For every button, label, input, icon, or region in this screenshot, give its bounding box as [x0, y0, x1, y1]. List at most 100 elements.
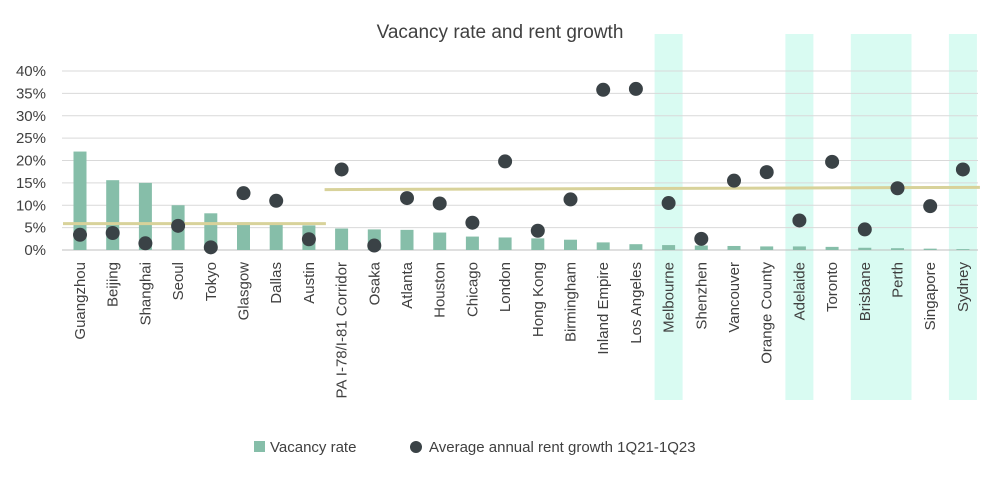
category-label-orange-county: Orange County [759, 262, 776, 364]
category-label-toronto: Toronto [824, 262, 841, 312]
vacancy-bars [73, 151, 970, 250]
rent-growth-dot-tokyo [203, 240, 218, 255]
vacancy-bar-adelaide [792, 246, 806, 250]
rent-growth-dot-shenzhen [694, 231, 709, 246]
category-label-tokyo: Tokyo [203, 262, 220, 301]
category-label-birmingham: Birmingham [563, 262, 580, 342]
vacancy-bar-dallas [269, 223, 283, 250]
vacancy-bar-chicago [465, 236, 479, 250]
rent-growth-dot-austin [301, 232, 316, 247]
legend-rent-growth-label: Average annual rent growth 1Q21-1Q23 [429, 439, 696, 456]
category-label-perth: Perth [890, 262, 907, 298]
y-tick-label-10: 10% [16, 197, 46, 214]
rent-growth-dot-guangzhou [73, 227, 87, 242]
vacancy-bar-houston [433, 232, 447, 250]
y-tick-label-5: 5% [24, 220, 46, 237]
category-label-vancouver: Vancouver [726, 262, 743, 333]
rent-growth-dot-adelaide [792, 213, 807, 228]
rent-growth-dot-chicago [465, 215, 480, 230]
vacancy-bar-los-angeles [629, 244, 643, 250]
rent-growth-dot-dallas [269, 193, 284, 208]
vacancy-bar-hong-kong [531, 238, 545, 250]
y-tick-label-25: 25% [16, 130, 46, 147]
rent-growth-dot-orange-county [759, 165, 774, 180]
vacancy-bar-perth [891, 248, 904, 250]
legend-dot-swatch [410, 441, 422, 453]
rent-growth-dot-hong-kong [530, 223, 545, 238]
category-label-london: London [497, 262, 514, 312]
category-label-melbourne: Melbourne [661, 262, 678, 333]
y-tick-label-40: 40% [16, 63, 46, 80]
rent-growth-dot-london [498, 154, 513, 169]
category-label-hong-kong: Hong Kong [530, 262, 547, 337]
vacancy-bar-atlanta [400, 229, 414, 250]
rent-growth-dot-osaka [367, 238, 382, 253]
reference-lines [63, 185, 980, 226]
rent-growth-dot-shanghai [138, 236, 153, 251]
legend: Vacancy rate Average annual rent growth … [254, 439, 696, 456]
chart-title: Vacancy rate and rent growth [377, 22, 624, 43]
vacancy-bar-toronto [825, 246, 839, 250]
category-label-seoul: Seoul [170, 262, 187, 300]
vacancy-bar-brisbane [858, 247, 872, 250]
rent-growth-dot-brisbane [857, 222, 872, 237]
rent-growth-dot-inland-empire [596, 82, 611, 97]
legend-vacancy-label: Vacancy rate [270, 439, 356, 456]
reference-line-2 [324, 185, 980, 192]
rent-growth-dot-birmingham [563, 192, 578, 207]
category-label-shanghai: Shanghai [137, 262, 154, 325]
vacancy-bar-shanghai [138, 182, 152, 250]
y-tick-label-15: 15% [16, 175, 46, 192]
vacancy-bar-pa-i-78-i-81-corridor [335, 228, 349, 250]
category-label-adelaide: Adelaide [791, 262, 808, 320]
category-labels: Guangzhou Beijing Shanghai Seoul Tokyo Glasgo… [72, 261, 972, 398]
vacancy-bar-birmingham [564, 239, 577, 250]
category-label-osaka: Osaka [366, 261, 383, 305]
category-label-singapore: Singapore [922, 262, 939, 330]
y-axis-tick-labels: 0% 5% 10% 15% 20% 25% 30% 35% 40% [16, 63, 46, 259]
category-label-shenzhen: Shenzhen [693, 262, 710, 330]
category-label-glasgow: Glasgow [236, 262, 253, 321]
vacancy-bar-orange-county [760, 246, 774, 250]
rent-growth-dot-singapore [923, 199, 938, 214]
vacancy-bar-sydney [956, 249, 970, 250]
vacancy-bar-glasgow [237, 222, 250, 250]
legend-bar-swatch [254, 441, 265, 452]
vacancy-bar-guangzhou [73, 151, 87, 250]
highlight-band-melbourne [654, 34, 683, 400]
rent-growth-dot-beijing [105, 225, 120, 240]
category-label-guangzhou: Guangzhou [72, 262, 89, 340]
y-tick-label-0: 0% [24, 242, 46, 259]
vacancy-bar-shenzhen [694, 245, 708, 250]
category-label-houston: Houston [432, 262, 449, 318]
rent-growth-dot-perth [890, 181, 905, 196]
rent-growth-dot-atlanta [400, 191, 414, 206]
rent-growth-dots [73, 81, 970, 255]
category-label-austin: Austin [301, 262, 318, 304]
rent-growth-dot-vancouver [727, 173, 741, 188]
y-tick-label-35: 35% [16, 85, 46, 102]
category-label-brisbane: Brisbane [857, 262, 874, 321]
highlight-band-sydney [948, 34, 977, 400]
highlight-bands [654, 34, 977, 400]
rent-growth-dot-los-angeles [628, 81, 643, 96]
rent-growth-dot-melbourne [661, 196, 676, 211]
category-label-inland-empire: Inland Empire [595, 262, 612, 355]
rent-growth-dot-toronto [825, 154, 840, 169]
vacancy-bar-vancouver [727, 245, 741, 250]
category-label-pa-i-78-i-81-corridor: PA I-78/I-81 Corridor [334, 262, 351, 398]
rent-growth-dot-pa-i-78-i-81-corridor [334, 162, 349, 177]
highlight-band-brisbane-perth [850, 34, 912, 400]
category-label-los-angeles: Los Angeles [628, 262, 645, 344]
category-label-beijing: Beijing [105, 262, 122, 307]
category-label-dallas: Dallas [268, 262, 285, 304]
category-label-sydney: Sydney [955, 262, 972, 313]
y-tick-label-20: 20% [16, 153, 46, 170]
rent-growth-dot-seoul [171, 218, 186, 233]
vacancy-bar-london [498, 237, 512, 250]
y-tick-label-30: 30% [16, 108, 46, 125]
vacancy-bar-melbourne [662, 245, 676, 250]
category-label-chicago: Chicago [464, 262, 481, 317]
